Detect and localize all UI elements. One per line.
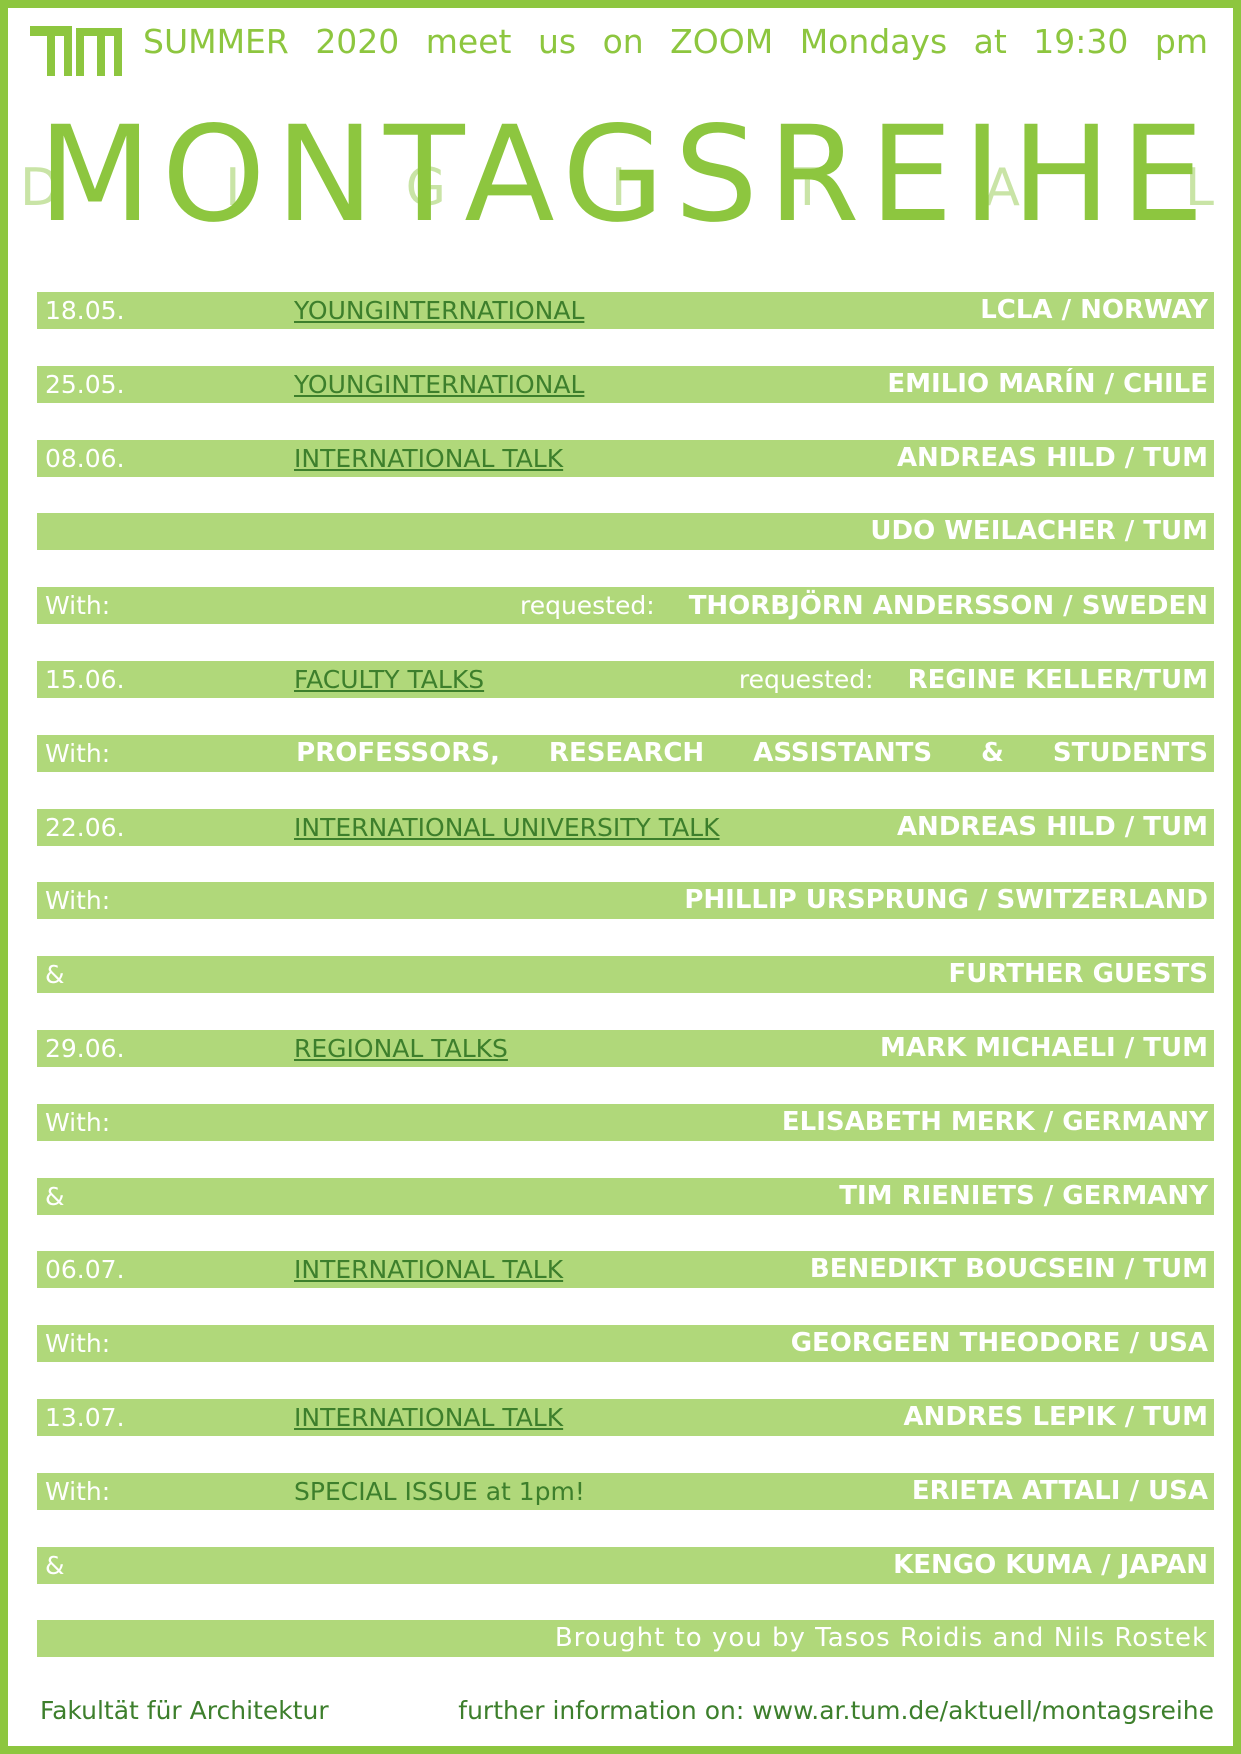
row-label: 29.06.	[45, 1034, 125, 1063]
program-row: UDO WEILACHER / TUM	[37, 513, 1214, 551]
row-right: PHILLIP URSPRUNG / SWITZERLAND	[684, 882, 1208, 919]
program-row: 22.06. INTERNATIONAL UNIVERSITY TALK ANDRE…	[37, 808, 1214, 846]
program-row: & TIM RIENIETS / GERMANY	[37, 1177, 1214, 1215]
row-label: 08.06.	[45, 443, 125, 473]
row-right: EMILIO MARÍN / CHILE	[887, 366, 1208, 403]
topic-link[interactable]: INTERNATIONAL TALK	[294, 1403, 564, 1432]
row-right: ERIETA ATTALI / USA	[912, 1473, 1208, 1510]
speaker: UDO WEILACHER / TUM	[870, 516, 1208, 547]
program-row: With: PHILLIP URSPRUNG / SWITZERLAND	[37, 882, 1214, 920]
program-row: & KENGO KUMA / JAPAN	[37, 1546, 1214, 1584]
row-label: 25.05.	[45, 369, 125, 399]
row-label: With:	[45, 886, 111, 916]
row-label: With:	[45, 1107, 111, 1137]
topic-link[interactable]: REGIONAL TALKS	[294, 1034, 508, 1063]
program-row: With: requested: THORBJÖRN ANDERSSON / SWE…	[37, 587, 1214, 625]
title: DIGITAL MONTAGSREIHE	[20, 100, 1214, 250]
speaker: ANDRES LEPIK / TUM	[903, 1402, 1208, 1432]
row-right: LCLA / NORWAY	[980, 292, 1208, 329]
row-right: ANDREAS HILD / TUM	[897, 440, 1208, 477]
row-label: 22.06.	[45, 812, 125, 842]
row-label: &	[45, 1181, 65, 1211]
credits: Brought to you by Tasos Roidis and Nils …	[554, 1623, 1208, 1653]
speaker: BENEDIKT BOUCSEIN / TUM	[809, 1254, 1208, 1285]
program-row: With: ELISABETH MERK / GERMANY	[37, 1103, 1214, 1141]
program-row: With: SPECIAL ISSUE at 1pm! ERIETA ATTALI …	[37, 1472, 1214, 1510]
program-row: & FURTHER GUESTS	[37, 956, 1214, 994]
row-right: ANDREAS HILD / TUM	[897, 809, 1208, 846]
speaker: MARK MICHAELI / TUM	[879, 1033, 1208, 1063]
speaker: FURTHER GUESTS	[948, 959, 1208, 990]
row-label: With:	[45, 738, 111, 768]
row-right: PROFESSORS, RESEARCH ASSISTANTS & STUDEN…	[296, 735, 1208, 772]
tum-logo	[30, 26, 122, 76]
speaker: ERIETA ATTALI / USA	[911, 1475, 1208, 1506]
program-row: 08.06. INTERNATIONAL TALK ANDREAS HILD / T…	[37, 439, 1214, 477]
title-main: MONTAGSREIHE	[38, 100, 1204, 250]
speaker: THORBJÖRN ANDERSSON / SWEDEN	[688, 591, 1208, 622]
speaker: ANDREAS HILD / TUM	[896, 442, 1208, 473]
speaker: LCLA / NORWAY	[980, 295, 1208, 325]
speaker: PHILLIP URSPRUNG / SWITZERLAND	[684, 885, 1208, 916]
row-label: 06.07.	[45, 1255, 125, 1285]
row-label: With:	[45, 591, 111, 621]
program-row: 18.05. YOUNGINTERNATIONAL LCLA / NORWAY	[37, 292, 1214, 329]
note: SPECIAL ISSUE at 1pm!	[294, 1476, 585, 1506]
program-row: 25.05. YOUNGINTERNATIONAL EMILIO MARÍN / C…	[37, 365, 1214, 403]
faculty: Fakultät für Architektur	[40, 1696, 329, 1725]
program-row: 13.07. INTERNATIONAL TALK ANDRES LEPIK / T…	[37, 1399, 1214, 1436]
speaker: TIM RIENIETS / GERMANY	[839, 1180, 1208, 1211]
row-right: ELISABETH MERK / GERMANY	[782, 1104, 1208, 1141]
requested: requested:	[738, 665, 874, 694]
row-right: KENGO KUMA / JAPAN	[893, 1547, 1208, 1584]
topic-link[interactable]: YOUNGINTERNATIONAL	[294, 369, 585, 399]
row-right: ANDRES LEPIK / TUM	[903, 1399, 1208, 1436]
row-label: With:	[45, 1329, 111, 1359]
row-label: &	[45, 960, 65, 990]
speaker: PROFESSORS, RESEARCH ASSISTANTS & STUDEN…	[296, 737, 1208, 768]
speaker: KENGO KUMA / JAPAN	[893, 1549, 1208, 1580]
header-line: SUMMER 2020 meet us on ZOOM Mondays at 1…	[143, 22, 1208, 61]
row-right: GEORGEEN THEODORE / USA	[791, 1325, 1208, 1362]
speaker: GEORGEEN THEODORE / USA	[790, 1328, 1208, 1359]
info: further information on: www.ar.tum.de/ak…	[458, 1696, 1214, 1725]
speaker: REGINE KELLER/TUM	[907, 665, 1208, 695]
row-right: UDO WEILACHER / TUM	[870, 513, 1208, 550]
topic-link[interactable]: INTERNATIONAL UNIVERSITY TALK	[294, 812, 720, 842]
topic-link[interactable]: INTERNATIONAL TALK	[294, 443, 564, 473]
row-label: &	[45, 1550, 65, 1580]
row-label: 18.05.	[45, 296, 125, 325]
credits-bar: Brought to you by Tasos Roidis and Nils …	[37, 1620, 1214, 1657]
program-row: With: GEORGEEN THEODORE / USA	[37, 1325, 1214, 1363]
topic-link[interactable]: INTERNATIONAL TALK	[294, 1255, 564, 1285]
row-label: 13.07.	[45, 1403, 125, 1432]
row-right: requested: REGINE KELLER/TUM	[739, 661, 1208, 699]
program-row: 29.06. REGIONAL TALKS MARK MICHAELI / TUM	[37, 1030, 1214, 1067]
speaker: ELISABETH MERK / GERMANY	[781, 1106, 1208, 1137]
speaker: EMILIO MARÍN / CHILE	[887, 368, 1208, 399]
requested: requested:	[519, 591, 655, 621]
row-label: 15.06.	[45, 665, 125, 694]
row-right: requested: THORBJÖRN ANDERSSON / SWEDEN	[520, 587, 1208, 625]
row-right: FURTHER GUESTS	[949, 956, 1208, 993]
row-right: MARK MICHAELI / TUM	[880, 1030, 1208, 1067]
row-label: With:	[45, 1476, 111, 1506]
program-row: 06.07. INTERNATIONAL TALK BENEDIKT BOUCSEI…	[37, 1251, 1214, 1289]
speaker: ANDREAS HILD / TUM	[896, 811, 1208, 842]
program-row: With: PROFESSORS, RESEARCH ASSISTANTS & S…	[37, 734, 1214, 772]
row-right: TIM RIENIETS / GERMANY	[839, 1178, 1208, 1215]
row-right: BENEDIKT BOUCSEIN / TUM	[810, 1251, 1208, 1288]
topic-link[interactable]: FACULTY TALKS	[294, 665, 485, 694]
topic-link[interactable]: YOUNGINTERNATIONAL	[294, 296, 585, 325]
program-row: 15.06. FACULTY TALKS requested: REGINE KELL…	[37, 661, 1214, 698]
